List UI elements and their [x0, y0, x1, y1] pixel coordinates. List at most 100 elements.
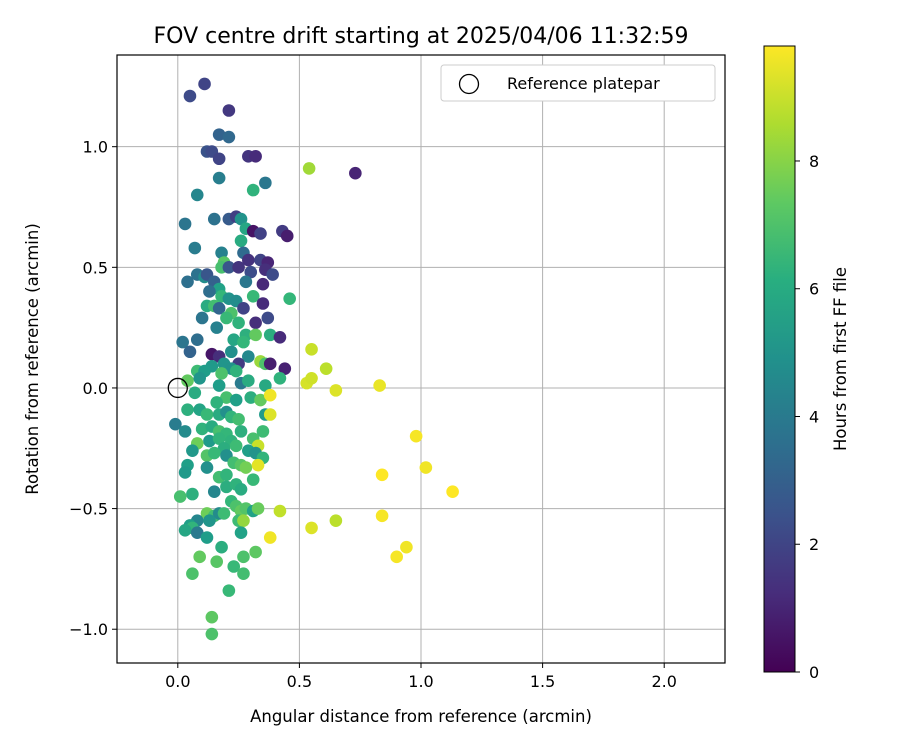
data-point: [178, 217, 192, 231]
data-point: [232, 413, 245, 426]
y-tick-label: 1.0: [83, 138, 108, 157]
data-point: [263, 531, 277, 544]
data-point: [207, 212, 221, 226]
data-point: [319, 362, 333, 375]
data-point: [193, 372, 206, 385]
data-point: [256, 297, 270, 310]
data-point: [263, 357, 277, 371]
data-point: [205, 627, 219, 641]
data-point: [419, 461, 433, 474]
data-point: [400, 540, 413, 554]
data-point: [205, 610, 219, 624]
data-point: [237, 550, 250, 564]
data-point: [234, 526, 248, 540]
data-point: [273, 372, 287, 385]
legend: Reference platepar: [440, 64, 716, 102]
x-tick-label: 2.0: [651, 672, 676, 691]
scatter-points: [169, 77, 459, 641]
data-point: [246, 289, 260, 303]
colorbar-label: Hours from first FF file: [831, 267, 850, 451]
data-point: [232, 261, 245, 274]
data-point: [212, 432, 226, 445]
data-point: [181, 275, 194, 289]
data-point: [200, 461, 214, 474]
data-point: [207, 446, 221, 460]
data-point: [259, 176, 272, 190]
data-point: [212, 302, 226, 315]
data-point: [178, 524, 192, 537]
data-point: [227, 333, 241, 346]
colorbar-tick-label: 4: [809, 407, 819, 426]
data-point: [220, 311, 233, 325]
data-point: [222, 130, 236, 144]
data-point: [186, 444, 199, 457]
data-point: [242, 350, 255, 363]
chart-title: FOV centre drift starting at 2025/04/06 …: [154, 24, 689, 49]
data-point: [188, 386, 202, 400]
data-point: [375, 468, 389, 482]
data-point: [244, 391, 258, 404]
data-point: [305, 372, 318, 385]
data-point: [203, 514, 216, 527]
data-point: [229, 439, 243, 453]
data-point: [239, 275, 253, 289]
data-point: [446, 485, 459, 498]
data-point: [263, 328, 277, 342]
data-point: [181, 374, 194, 388]
data-point: [375, 509, 389, 523]
reference-marker: [167, 377, 188, 399]
data-point: [237, 335, 250, 349]
data-point: [183, 89, 197, 103]
data-point: [193, 550, 206, 564]
legend-marker-icon: [458, 73, 480, 95]
data-point: [237, 514, 250, 527]
data-point: [234, 234, 248, 248]
data-point: [259, 379, 272, 392]
data-point: [390, 550, 403, 564]
data-point: [212, 128, 226, 141]
y-tick-label: 0.0: [83, 379, 108, 398]
data-point: [278, 362, 292, 375]
data-point: [242, 374, 255, 388]
data-point: [329, 384, 343, 397]
data-point: [244, 265, 258, 279]
data-point: [256, 277, 270, 291]
data-point: [210, 396, 224, 409]
data-point: [409, 429, 423, 443]
data-point: [237, 567, 250, 581]
data-point: [234, 482, 248, 496]
y-tick-label: −1.0: [69, 620, 108, 639]
x-axis-label: Angular distance from reference (arcmin): [250, 707, 592, 726]
data-point: [215, 540, 228, 554]
data-point: [200, 408, 214, 421]
data-point: [251, 458, 265, 472]
data-point: [239, 461, 253, 474]
data-point: [220, 391, 233, 404]
data-point: [254, 227, 267, 240]
legend-label: Reference platepar: [507, 74, 660, 93]
y-axis-ticks: −1.0 −0.5 0.0 0.5 1.0: [69, 138, 117, 639]
data-point: [190, 333, 204, 346]
data-point: [373, 379, 386, 392]
data-point: [234, 212, 248, 226]
data-point: [220, 468, 233, 482]
colorbar-ticks: 0 2 4 6 8: [795, 152, 819, 682]
data-point: [246, 473, 260, 486]
colorbar-frame: [763, 45, 796, 673]
data-point: [242, 253, 255, 267]
data-point: [222, 104, 236, 117]
data-point: [273, 504, 287, 518]
y-tick-label: 0.5: [83, 258, 108, 277]
data-point: [302, 162, 316, 175]
data-point: [212, 171, 226, 185]
data-point: [181, 403, 194, 416]
data-point: [207, 485, 221, 498]
data-point: [225, 345, 238, 359]
data-point: [249, 328, 262, 342]
data-point: [329, 514, 343, 527]
y-axis-label: Rotation from reference (arcmin): [23, 223, 42, 495]
colorbar-tick-label: 6: [809, 280, 819, 299]
colorbar-tick-label: 8: [809, 152, 819, 171]
data-point: [169, 417, 182, 431]
x-axis-ticks: 0.0 0.5 1.0 1.5 2.0: [165, 663, 677, 691]
